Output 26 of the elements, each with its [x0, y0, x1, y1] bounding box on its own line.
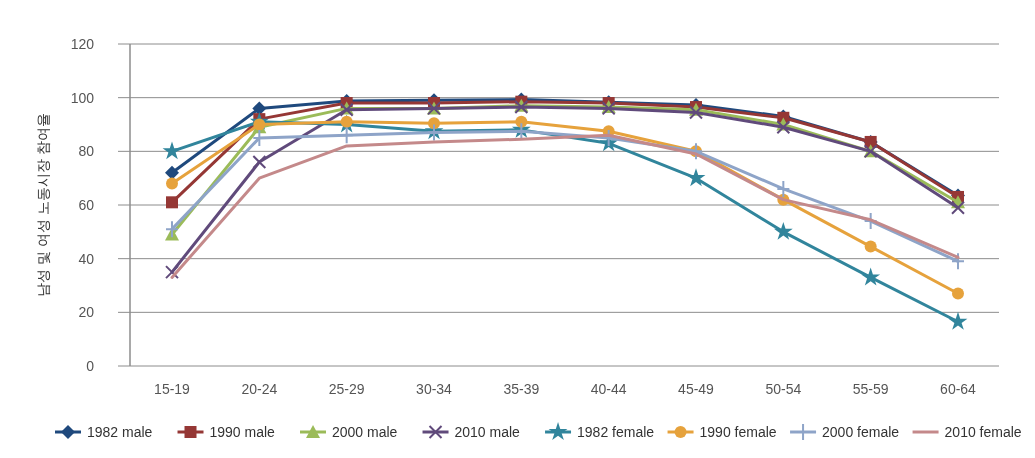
legend-label: 2010 female — [944, 423, 1022, 440]
x-tick-label: 45-49 — [678, 381, 715, 397]
legend-label: 1982 female — [577, 423, 655, 440]
x-tick-label: 40-44 — [590, 381, 627, 397]
x-tick-label: 55-59 — [852, 381, 889, 397]
y-tick-label: 120 — [70, 35, 95, 52]
y-tick-label: 100 — [70, 89, 95, 106]
legend-label: 2010 male — [454, 423, 521, 440]
x-tick-label: 20-24 — [241, 381, 278, 397]
y-tick-label: 0 — [86, 357, 95, 374]
y-axis-title: 남성 및 여성 노동시장 참여율 — [35, 113, 51, 297]
y-tick-label: 40 — [78, 250, 95, 267]
x-tick-label: 60-64 — [940, 381, 977, 397]
x-tick-label: 35-39 — [503, 381, 540, 397]
legend-label: 2000 female — [822, 423, 900, 440]
y-tick-label: 60 — [78, 196, 95, 213]
y-tick-label: 80 — [78, 143, 95, 160]
x-tick-label: 25-29 — [328, 381, 365, 397]
x-tick-label: 50-54 — [765, 381, 802, 397]
legend-label: 1982 male — [87, 423, 153, 440]
x-tick-label: 15-19 — [154, 381, 191, 397]
legend-label: 1990 male — [209, 423, 276, 440]
y-tick-label: 20 — [78, 304, 95, 321]
legend-label: 1990 female — [699, 423, 777, 440]
legend-label: 2000 male — [332, 423, 398, 440]
x-tick-label: 30-34 — [416, 381, 453, 397]
